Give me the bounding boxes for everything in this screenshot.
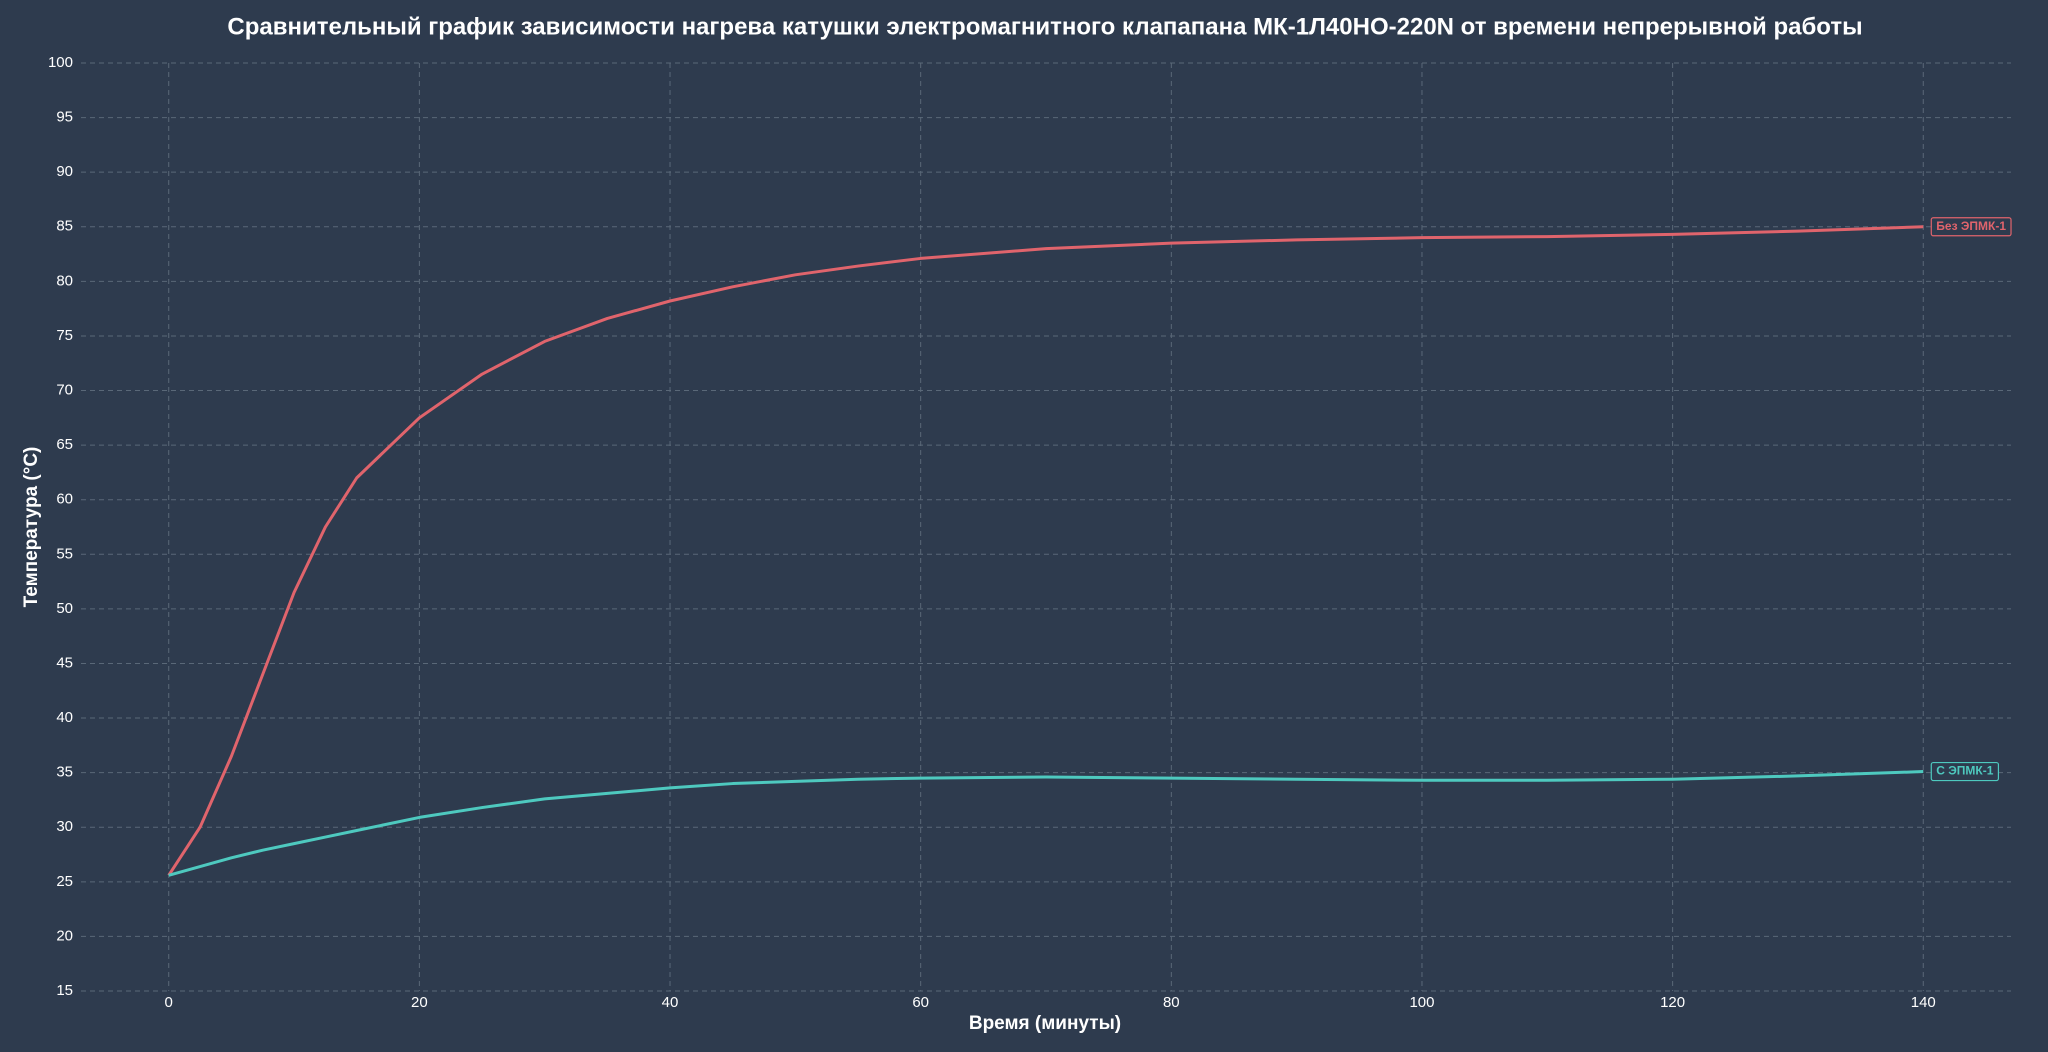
series-line: [168, 770, 1924, 877]
y-tick-label: 80: [56, 272, 73, 289]
x-tick-label: 140: [1911, 994, 1936, 1011]
series-label: Без ЭПМК-1: [1930, 217, 2012, 237]
y-tick-label: 45: [56, 654, 73, 671]
y-tick-label: 90: [56, 163, 73, 180]
y-tick-label: 85: [56, 218, 73, 235]
series-line: [167, 225, 1924, 877]
series-label-box: [1930, 217, 2012, 237]
y-tick-label: 75: [56, 327, 73, 344]
y-tick-label: 20: [56, 927, 73, 944]
y-tick-label: 100: [48, 54, 73, 71]
chart-title: Сравнительный график зависимости нагрева…: [227, 13, 1862, 40]
x-tick-label: 120: [1660, 994, 1685, 1011]
x-tick-label: 100: [1409, 994, 1434, 1011]
y-tick-label: 60: [56, 491, 73, 508]
series-label-box: [1930, 761, 2000, 782]
y-tick-label: 40: [56, 709, 73, 726]
x-tick-label: 20: [411, 994, 428, 1011]
y-tick-label: 35: [56, 764, 73, 781]
x-tick-label: 80: [1163, 994, 1180, 1011]
series-label: С ЭПМК-1: [1930, 761, 2000, 782]
y-tick-label: 15: [56, 982, 73, 999]
x-tick-label: 60: [912, 994, 929, 1011]
series-label-text: С ЭПМК-1: [1936, 764, 1993, 778]
x-tick-label: 0: [165, 994, 173, 1011]
y-tick-label: 95: [56, 109, 73, 126]
y-tick-label: 25: [56, 873, 73, 890]
y-tick-label: 65: [56, 436, 73, 453]
y-axis-label: Температура (°C): [21, 447, 42, 608]
x-tick-label: 40: [662, 994, 679, 1011]
series-label-text: Без ЭПМК-1: [1936, 219, 2006, 233]
x-axis-label: Время (минуты): [969, 1013, 1121, 1034]
y-tick-label: 70: [56, 381, 73, 398]
y-tick-label: 30: [56, 818, 73, 835]
y-tick-label: 50: [56, 600, 73, 617]
y-tick-label: 55: [56, 545, 73, 562]
